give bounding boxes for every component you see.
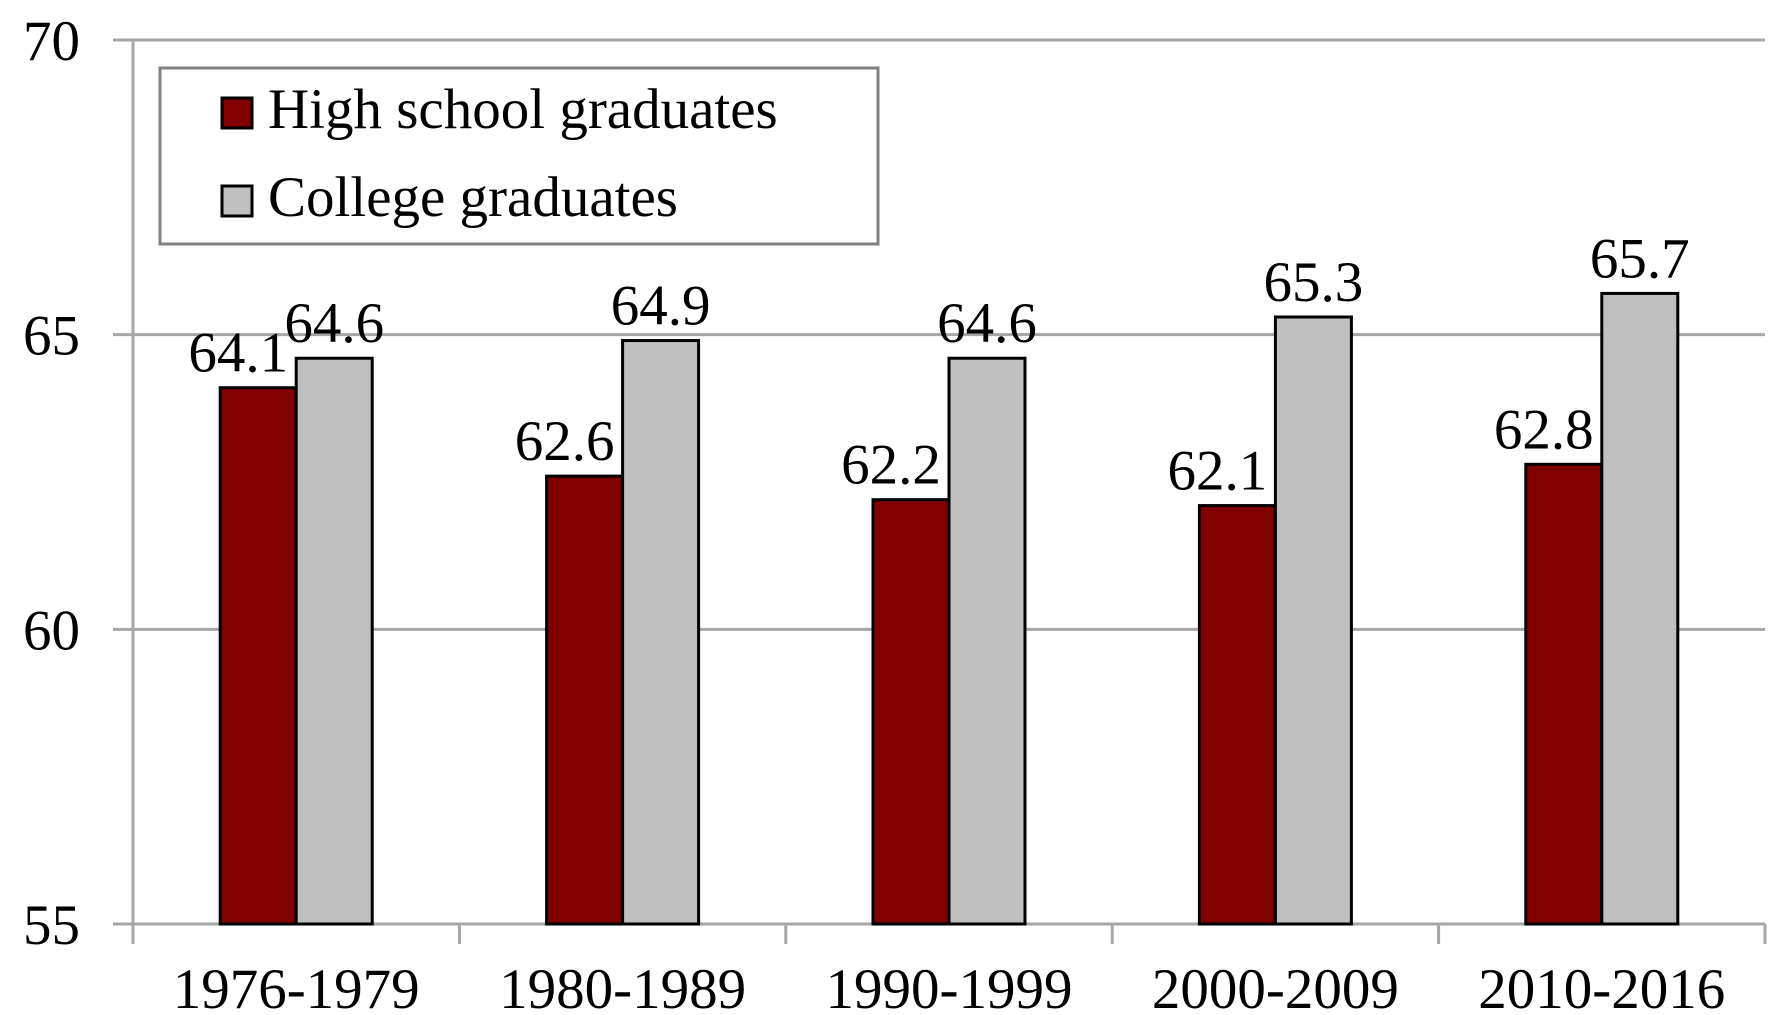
axes: 55 60 65 70 1976-1979 1980-1989 1990-1999 2000-…	[23, 10, 1767, 1015]
x-category-label: 1980-1989	[499, 958, 746, 1015]
bar-college	[621, 339, 701, 926]
x-category-label: 1976-1979	[173, 958, 420, 1015]
bar-high-school	[545, 474, 625, 926]
legend: High school graduates College graduates	[158, 66, 880, 246]
y-tick-label: 55	[23, 894, 80, 957]
data-label-college: 65.3	[1264, 251, 1364, 314]
data-label-college: 65.7	[1590, 227, 1690, 290]
legend-swatch-high-school	[220, 96, 254, 130]
data-label-high-school: 64.1	[188, 322, 288, 385]
bars	[218, 291, 1680, 926]
bar-high-school	[218, 386, 298, 926]
data-labels: 64.1 62.6 62.2 62.1 62.8 64.6 64.9 64.6 65.3 65.7	[188, 227, 1689, 502]
data-label-high-school: 62.1	[1168, 440, 1268, 503]
data-label-college: 64.6	[284, 292, 384, 355]
legend-swatch-college	[220, 184, 254, 218]
x-category-label: 1990-1999	[826, 958, 1073, 1015]
bar-college	[1600, 291, 1680, 926]
bar-high-school	[1524, 462, 1604, 926]
x-category-label: 2000-2009	[1152, 958, 1399, 1015]
bar-college	[294, 356, 374, 926]
y-tick-label: 65	[23, 305, 80, 368]
legend-box	[158, 66, 880, 246]
bar-college	[947, 356, 1027, 926]
y-tick-label: 70	[23, 10, 80, 73]
data-label-high-school: 62.2	[841, 434, 941, 497]
data-label-high-school: 62.6	[515, 410, 615, 473]
bar-high-school	[1197, 504, 1277, 926]
legend-item-college: College graduates	[220, 166, 678, 229]
bar-high-school	[871, 498, 951, 926]
data-label-high-school: 62.8	[1494, 398, 1594, 461]
x-category-label: 2010-2016	[1478, 958, 1725, 1015]
bar-college	[1273, 315, 1353, 926]
legend-label-college: College graduates	[268, 166, 678, 229]
legend-item-high-school: High school graduates	[220, 78, 778, 141]
data-label-college: 64.9	[611, 275, 711, 338]
legend-label-high-school: High school graduates	[268, 78, 778, 141]
data-label-college: 64.6	[937, 292, 1037, 355]
y-tick-label: 60	[23, 599, 80, 662]
